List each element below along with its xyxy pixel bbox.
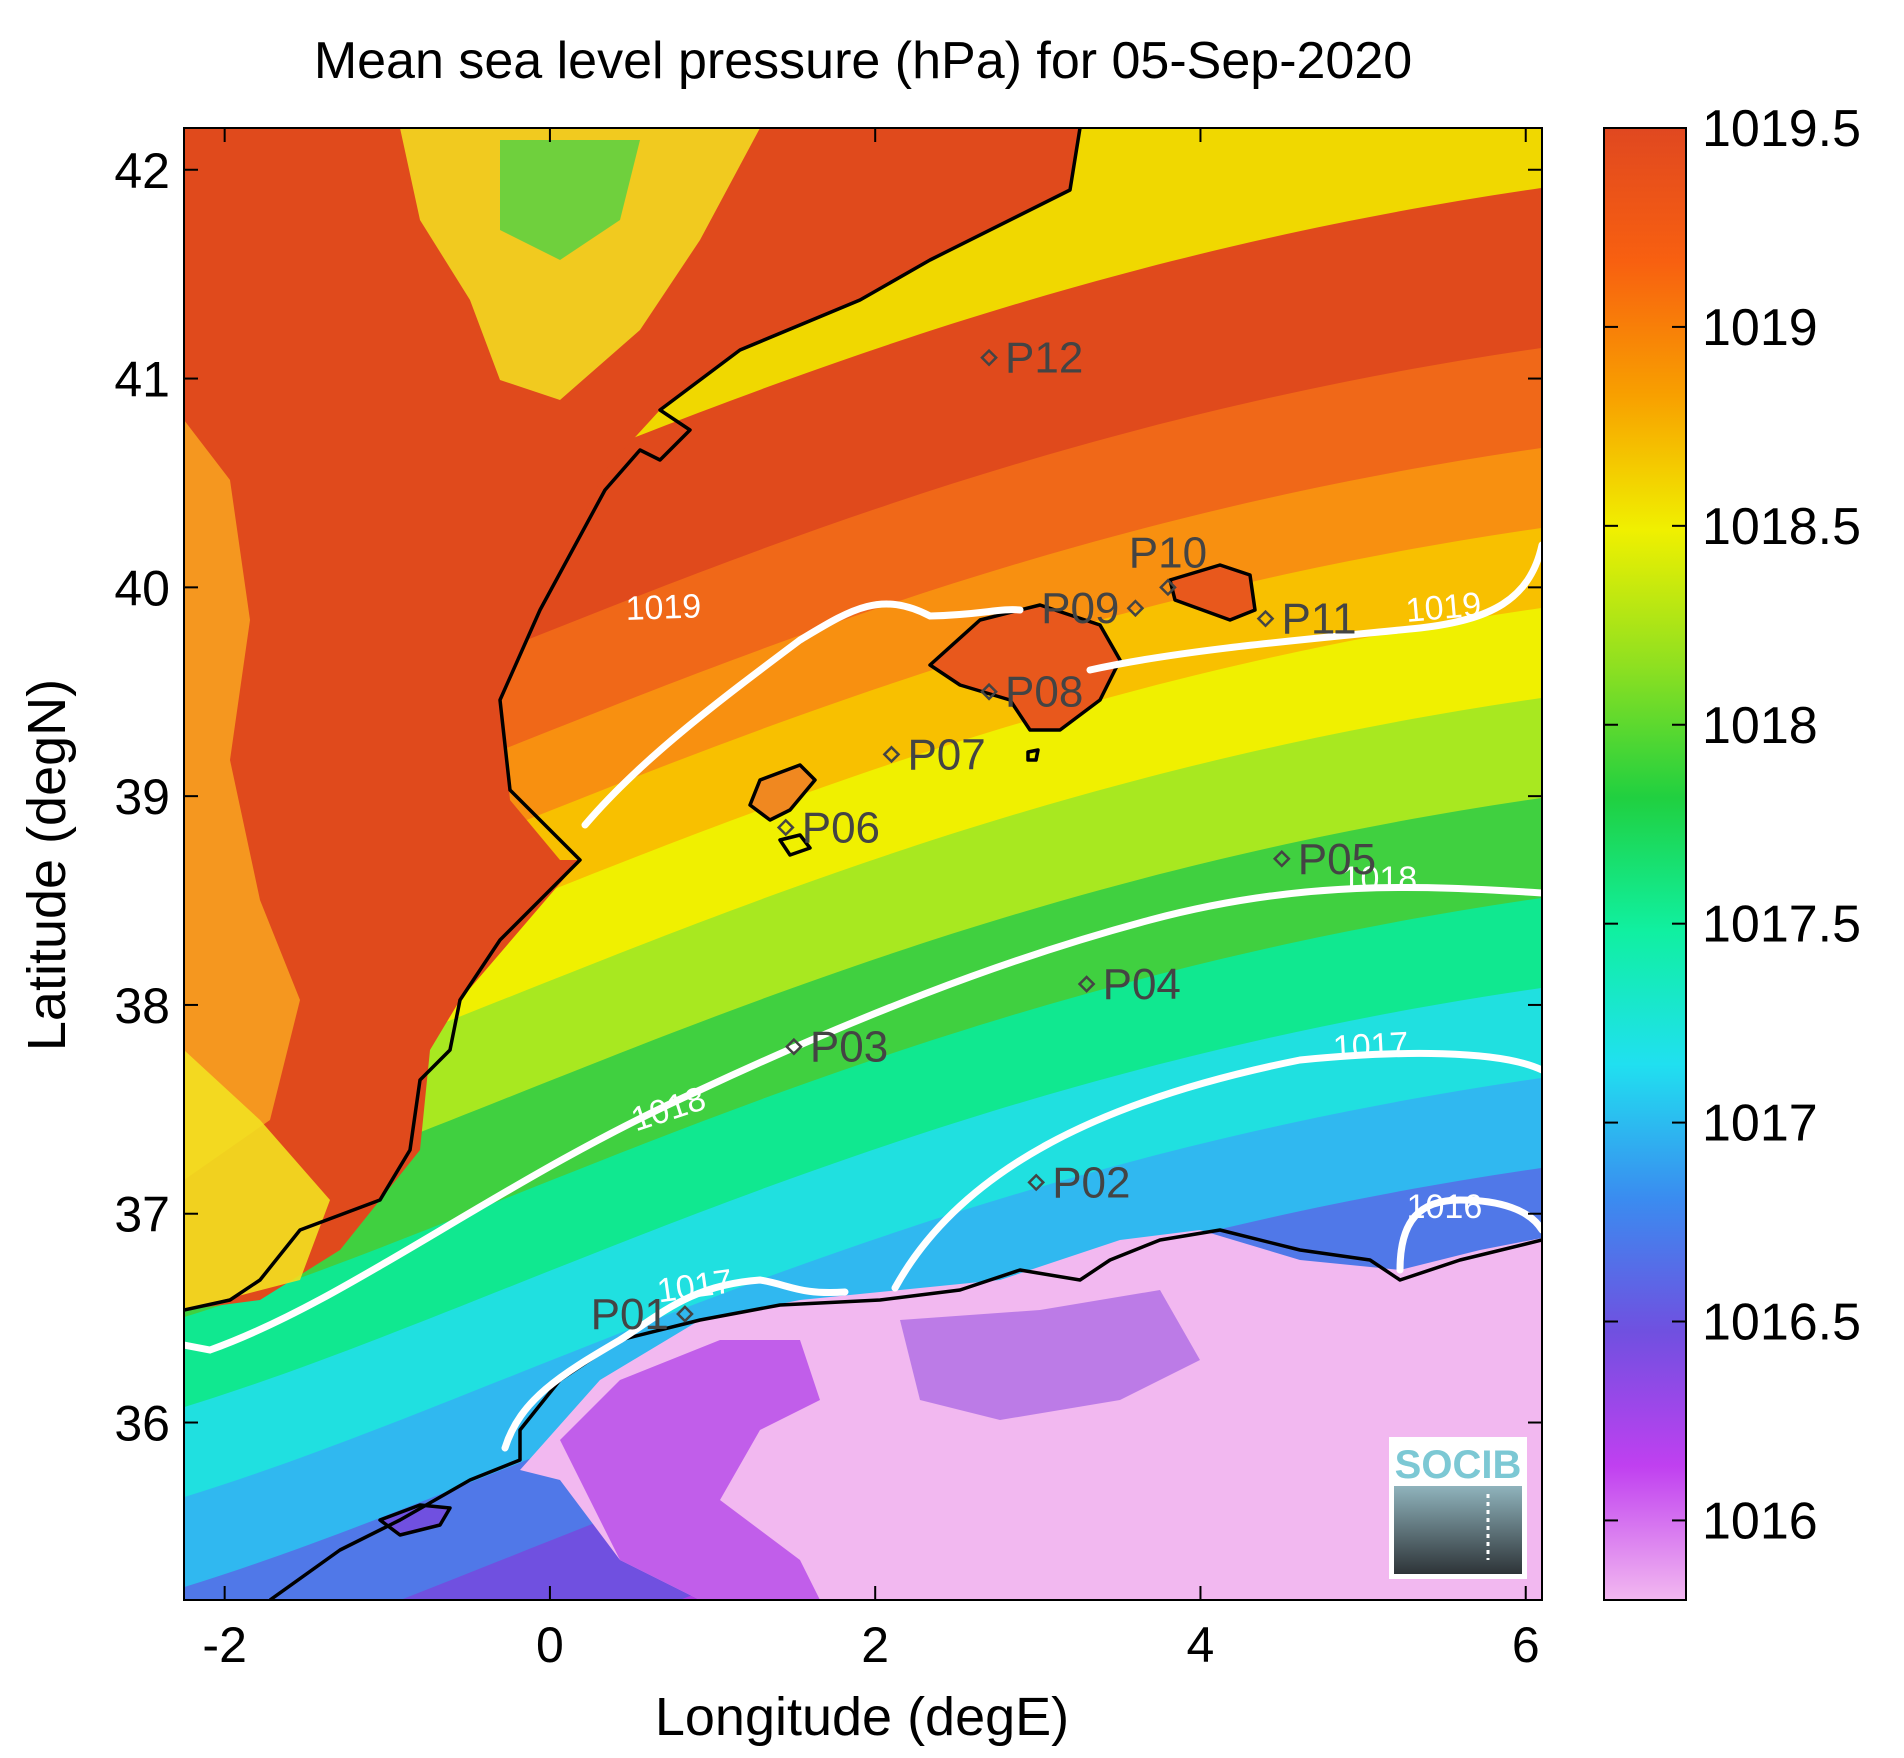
station-p11: P11 (1256, 595, 1357, 644)
y-tick-label: 40 (114, 560, 170, 616)
land-north-africa (520, 1230, 1542, 1600)
x-tick-label: 6 (1512, 1617, 1540, 1673)
map-frame (183, 127, 1543, 1601)
station-p02: P02 (1027, 1158, 1131, 1207)
station-p09: P09 (1041, 584, 1145, 633)
colorbar-tick-label: 1018.5 (1702, 498, 1861, 556)
map-title: Mean sea level pressure (hPa) for 05-Sep… (314, 32, 1412, 90)
isobar-1016 (1396, 1196, 1542, 1274)
station-p05: P05 (1272, 835, 1376, 884)
x-axis: -2 0 2 4 6 (202, 128, 1540, 1673)
socib-logo-text: SOCIB (1395, 1443, 1522, 1487)
contour-label: 1018 (1342, 860, 1418, 898)
coastline-formentera (778, 833, 812, 857)
station-label: P07 (907, 730, 985, 779)
x-tick-label: 4 (1187, 1617, 1215, 1673)
land-mallorca (930, 605, 1120, 730)
station-marker-icon (980, 348, 998, 367)
station-p04: P04 (1077, 960, 1181, 1009)
coastline-north-africa (268, 1228, 1542, 1600)
station-marker-icon (882, 745, 901, 764)
y-axis-label: Latitude (degN) (17, 679, 77, 1051)
station-marker-icon (1159, 578, 1177, 597)
station-label: P05 (1298, 835, 1376, 884)
y-tick-label: 42 (114, 143, 170, 199)
station-marker-icon (776, 818, 795, 837)
station-marker-icon (785, 1037, 803, 1056)
colorbar-tick-label: 1019.5 (1702, 100, 1861, 158)
station-p07: P07 (882, 730, 986, 779)
station-marker-icon (1027, 1173, 1046, 1192)
colorbar-ticks: 1016 1016.5 1017 1017.5 1018 1018.5 1019 1019.5 (1604, 100, 1861, 1550)
station-marker-icon (1272, 849, 1291, 868)
y-tick-label: 37 (114, 1187, 170, 1243)
land-alboran-island (380, 1505, 450, 1535)
land-south-spain (184, 1050, 330, 1310)
contour-label: 1019 (1404, 585, 1483, 629)
socib-logo: SOCIB (1389, 1437, 1527, 1579)
station-label: P04 (1103, 960, 1181, 1009)
station-p12: P12 (980, 334, 1083, 383)
coastline-ibiza (748, 763, 817, 822)
contour-label: 1017 (1332, 1025, 1410, 1067)
y-axis: 36 37 38 39 40 41 42 (114, 143, 1542, 1452)
station-p08: P08 (980, 668, 1083, 717)
colorbar-gradient (1603, 127, 1687, 1601)
land-menorca (1170, 565, 1255, 620)
station-label: P01 (591, 1290, 669, 1339)
station-marker-icon (1256, 609, 1275, 628)
station-label: P09 (1041, 584, 1119, 633)
station-label: P03 (810, 1023, 888, 1072)
land-spain-highlands (184, 420, 300, 1180)
land-spain-plateau (400, 128, 760, 400)
x-tick-label: -2 (202, 1617, 246, 1673)
contour-label: 1016 (1407, 1188, 1483, 1226)
socib-logo-image (1394, 1486, 1522, 1574)
station-marker-icon (980, 682, 998, 701)
isobar-1018 (184, 884, 1542, 1354)
land-spain (184, 128, 1080, 1310)
land-spain-plateau-core (500, 140, 640, 260)
station-p06: P06 (776, 803, 880, 852)
coastline-cabrera (1026, 748, 1040, 762)
station-label: P06 (802, 803, 880, 852)
station-marker-icon (676, 1305, 694, 1323)
colorbar-tick-label: 1016 (1702, 1492, 1818, 1550)
station-p01: P01 (591, 1290, 694, 1339)
coastline-spain (184, 128, 1082, 1312)
colorbar: 1016 1016.5 1017 1017.5 1018 1018.5 1019 1019.5 (1603, 100, 1861, 1601)
colorbar-tick-label: 1016.5 (1702, 1294, 1861, 1352)
coastline-alboran-island (378, 1503, 452, 1537)
x-tick-label: 2 (861, 1617, 889, 1673)
station-label: P08 (1005, 668, 1083, 717)
station-p03: P03 (785, 1023, 888, 1072)
station-p10: P10 (1129, 528, 1207, 597)
station-label: P02 (1052, 1158, 1130, 1207)
land-north-africa-violet-east (900, 1290, 1200, 1420)
y-tick-label: 36 (114, 1396, 170, 1452)
isobars (184, 541, 1542, 1452)
isobar-1019 (581, 541, 1542, 829)
colorbar-tick-label: 1017 (1702, 1095, 1818, 1153)
station-marker-icon (1077, 975, 1096, 993)
land-north-africa-violet (560, 1340, 820, 1600)
isobar-1017 (501, 1049, 1542, 1452)
x-tick-label: 0 (536, 1617, 564, 1673)
y-tick-label: 41 (114, 352, 170, 408)
colorbar-tick-label: 1019 (1702, 299, 1818, 357)
x-axis-label: Longitude (degE) (655, 1687, 1069, 1747)
colorbar-tick-label: 1017.5 (1702, 896, 1861, 954)
station-marker-icon (1126, 599, 1145, 618)
contour-label: 1019 (625, 587, 702, 628)
coastline-menorca (1168, 563, 1257, 622)
y-tick-label: 38 (114, 978, 170, 1034)
station-label: P10 (1129, 528, 1207, 577)
station-label: P12 (1005, 334, 1083, 383)
y-tick-label: 39 (114, 769, 170, 825)
colorbar-tick-label: 1018 (1702, 697, 1818, 755)
station-label: P11 (1282, 595, 1357, 644)
